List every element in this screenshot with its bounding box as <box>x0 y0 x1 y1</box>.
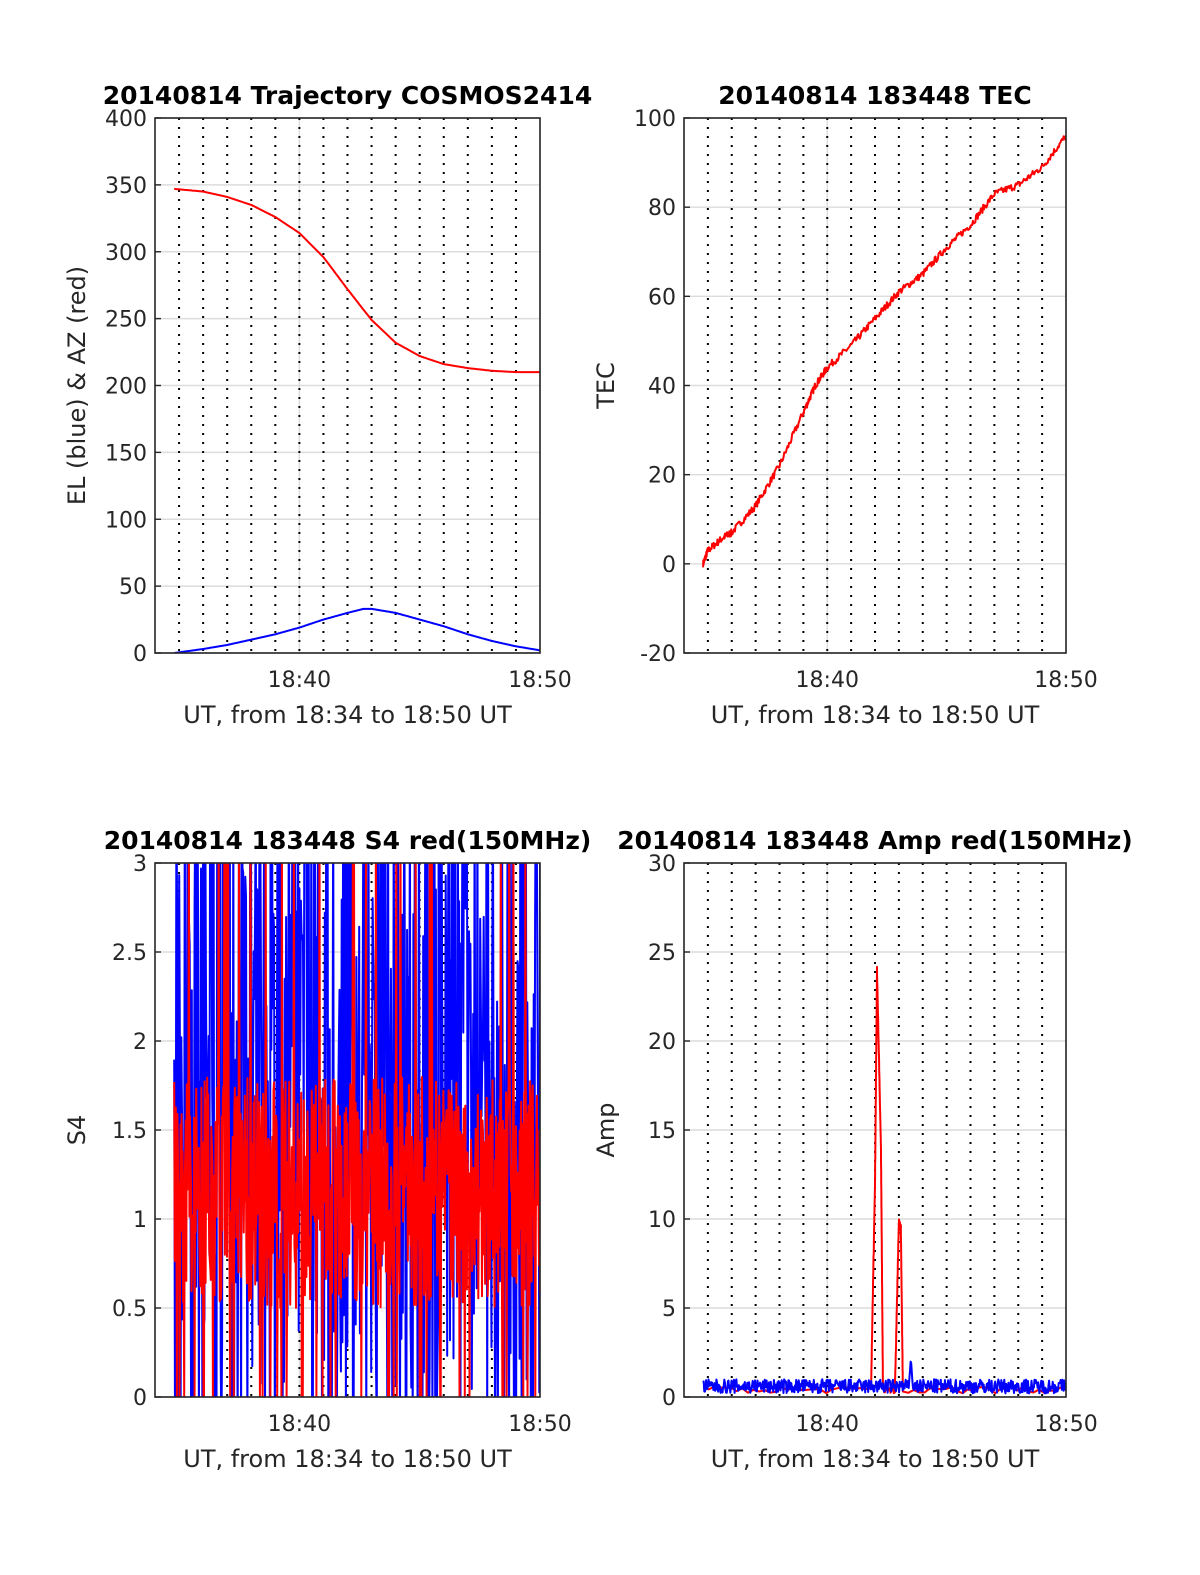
series-group <box>173 863 540 1397</box>
y-tick-label: 1 <box>133 1208 147 1233</box>
y-tick-label: 3 <box>133 852 147 877</box>
x-tick-label: 18:40 <box>796 668 859 693</box>
chart-title: 20140814 183448 TEC <box>718 81 1031 110</box>
y-tick-label: 0 <box>133 642 147 667</box>
x-tick-label: 18:50 <box>508 1412 571 1437</box>
y-tick-label: 0 <box>662 1386 676 1411</box>
y-tick-label: 20 <box>648 1030 676 1055</box>
y-tick-label: 0 <box>133 1386 147 1411</box>
x-tick-label: 18:50 <box>1034 668 1097 693</box>
series-group <box>702 965 1066 1395</box>
x-axis-label: UT, from 18:34 to 18:50 UT <box>183 1445 512 1473</box>
y-tick-label: 40 <box>648 375 676 400</box>
panel-trajectory: 0 50 100 150 200 250 300 350 400 18:40 18:50 201408… <box>63 81 592 729</box>
series-line <box>174 607 540 653</box>
y-tick-label: 5 <box>662 1297 676 1322</box>
panel-s4: 0 0.5 1 1.5 2 2.5 3 18:40 18:50 20140814 183448 S… <box>63 826 592 1473</box>
series-line <box>173 863 540 1397</box>
y-tick-label: 250 <box>105 308 147 333</box>
y-tick-label: 100 <box>105 508 147 533</box>
y-tick-label: 300 <box>105 241 147 266</box>
y-tick-label: 15 <box>648 1119 676 1144</box>
y-tick-label: 25 <box>648 941 676 966</box>
x-tick-label: 18:50 <box>1034 1412 1097 1437</box>
chart-title: 20140814 183448 Amp red(150MHz) <box>617 826 1133 855</box>
series-line <box>702 135 1066 568</box>
y-tick-label: 60 <box>648 285 676 310</box>
y-tick-label: 80 <box>648 196 676 221</box>
y-tick-label: 50 <box>119 575 147 600</box>
chart-title: 20140814 Trajectory COSMOS2414 <box>103 81 593 110</box>
y-tick-label: 20 <box>648 464 676 489</box>
y-tick-label: 150 <box>105 441 147 466</box>
y-tick-label: 2.5 <box>112 941 147 966</box>
x-tick-label: 18:50 <box>508 668 571 693</box>
y-axis-label: TEC <box>592 362 620 410</box>
panel-tec: -20 0 20 40 60 80 100 18:40 18:50 20140814 183448… <box>592 81 1098 729</box>
x-tick-label: 18:40 <box>268 1412 331 1437</box>
x-axis-label: UT, from 18:34 to 18:50 UT <box>711 701 1040 729</box>
series-group <box>174 187 540 653</box>
x-tick-label: 18:40 <box>796 1412 859 1437</box>
series-line <box>174 187 540 374</box>
y-axis-label: Amp <box>592 1102 620 1157</box>
y-tick-label: 100 <box>634 107 676 132</box>
y-tick-label: 0 <box>662 553 676 578</box>
y-axis-label: EL (blue) & AZ (red) <box>63 266 91 505</box>
y-tick-label: 30 <box>648 852 676 877</box>
series-line <box>702 965 1066 1395</box>
y-axis-label: S4 <box>63 1115 91 1146</box>
y-tick-label: 10 <box>648 1208 676 1233</box>
x-axis-label: UT, from 18:34 to 18:50 UT <box>183 701 512 729</box>
y-tick-label: 1.5 <box>112 1119 147 1144</box>
y-tick-label: 2 <box>133 1030 147 1055</box>
y-tick-label: 400 <box>105 107 147 132</box>
chart-title: 20140814 183448 S4 red(150MHz) <box>104 826 592 855</box>
y-tick-label: -20 <box>640 642 676 667</box>
series-line <box>702 1360 1066 1395</box>
x-axis-label: UT, from 18:34 to 18:50 UT <box>711 1445 1040 1473</box>
y-tick-label: 350 <box>105 174 147 199</box>
panel-amp: 0 5 10 15 20 25 30 18:40 18:50 20140814 183448 Am… <box>592 826 1133 1473</box>
x-tick-label: 18:40 <box>268 668 331 693</box>
series-group <box>702 135 1066 568</box>
y-tick-label: 200 <box>105 375 147 400</box>
y-tick-label: 0.5 <box>112 1297 147 1322</box>
